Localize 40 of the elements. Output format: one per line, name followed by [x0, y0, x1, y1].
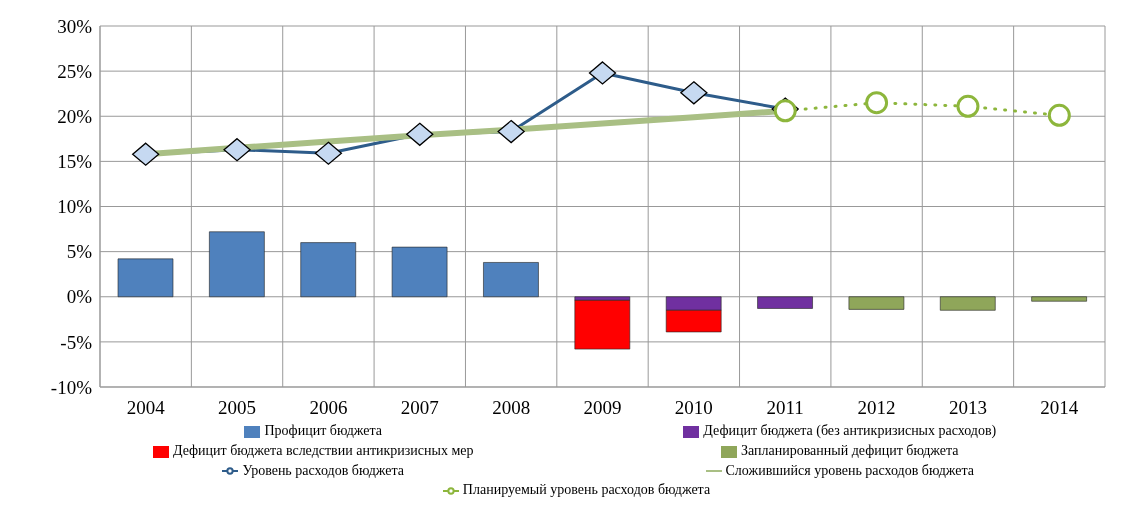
- legend-label: Профицит бюджета: [264, 423, 382, 438]
- x-tick-label: 2010: [674, 397, 713, 419]
- y-tick-label: 0%: [66, 286, 93, 308]
- legend-label: Уровень расходов бюджета: [242, 462, 404, 478]
- legend-label: Запланированный дефицит бюджета: [740, 442, 959, 458]
- y-tick-label: 5%: [66, 241, 93, 263]
- y-tick-label: -10%: [50, 376, 93, 398]
- y-tick-label: 15%: [57, 151, 93, 173]
- bar: [300, 242, 357, 298]
- x-tick-label: 2013: [948, 397, 987, 419]
- legend-label: Планируемый уровень расходов бюджета: [462, 482, 711, 498]
- x-tick-label: 2014: [1040, 397, 1079, 419]
- point: [1047, 103, 1071, 127]
- bar: [483, 262, 539, 298]
- bar: [757, 296, 813, 309]
- y-tick-label: 30%: [57, 15, 93, 37]
- bar: [391, 246, 448, 298]
- y-tick-label: -5%: [60, 331, 93, 353]
- bar: [1031, 296, 1087, 302]
- x-tick-label: 2006: [309, 397, 348, 419]
- point: [956, 94, 980, 118]
- y-tick-label: 20%: [57, 106, 93, 127]
- x-tick-label: 2004: [126, 397, 166, 419]
- y-tick-label: 25%: [57, 60, 93, 82]
- x-tick-label: 2012: [857, 397, 896, 419]
- legend-label: Сложившийся уровень расходов бюджета: [725, 462, 975, 478]
- x-tick-label: 2005: [218, 397, 257, 419]
- legend-label: Дефицит бюджета вследствии антикризисных мер: [172, 442, 474, 458]
- legend-label: Дефицит бюджета (без антикризисных расходов): [703, 423, 997, 438]
- point: [865, 91, 889, 115]
- bar: [939, 296, 996, 311]
- x-tick-label: 2008: [492, 397, 531, 419]
- bar: [209, 231, 265, 298]
- x-tick-label: 2007: [400, 397, 439, 419]
- y-tick-label: 10%: [57, 196, 93, 218]
- x-tick-label: 2009: [583, 397, 622, 419]
- bar: [117, 258, 174, 298]
- bar: [848, 296, 905, 310]
- x-tick-label: 2011: [766, 397, 804, 419]
- bar: [574, 300, 631, 350]
